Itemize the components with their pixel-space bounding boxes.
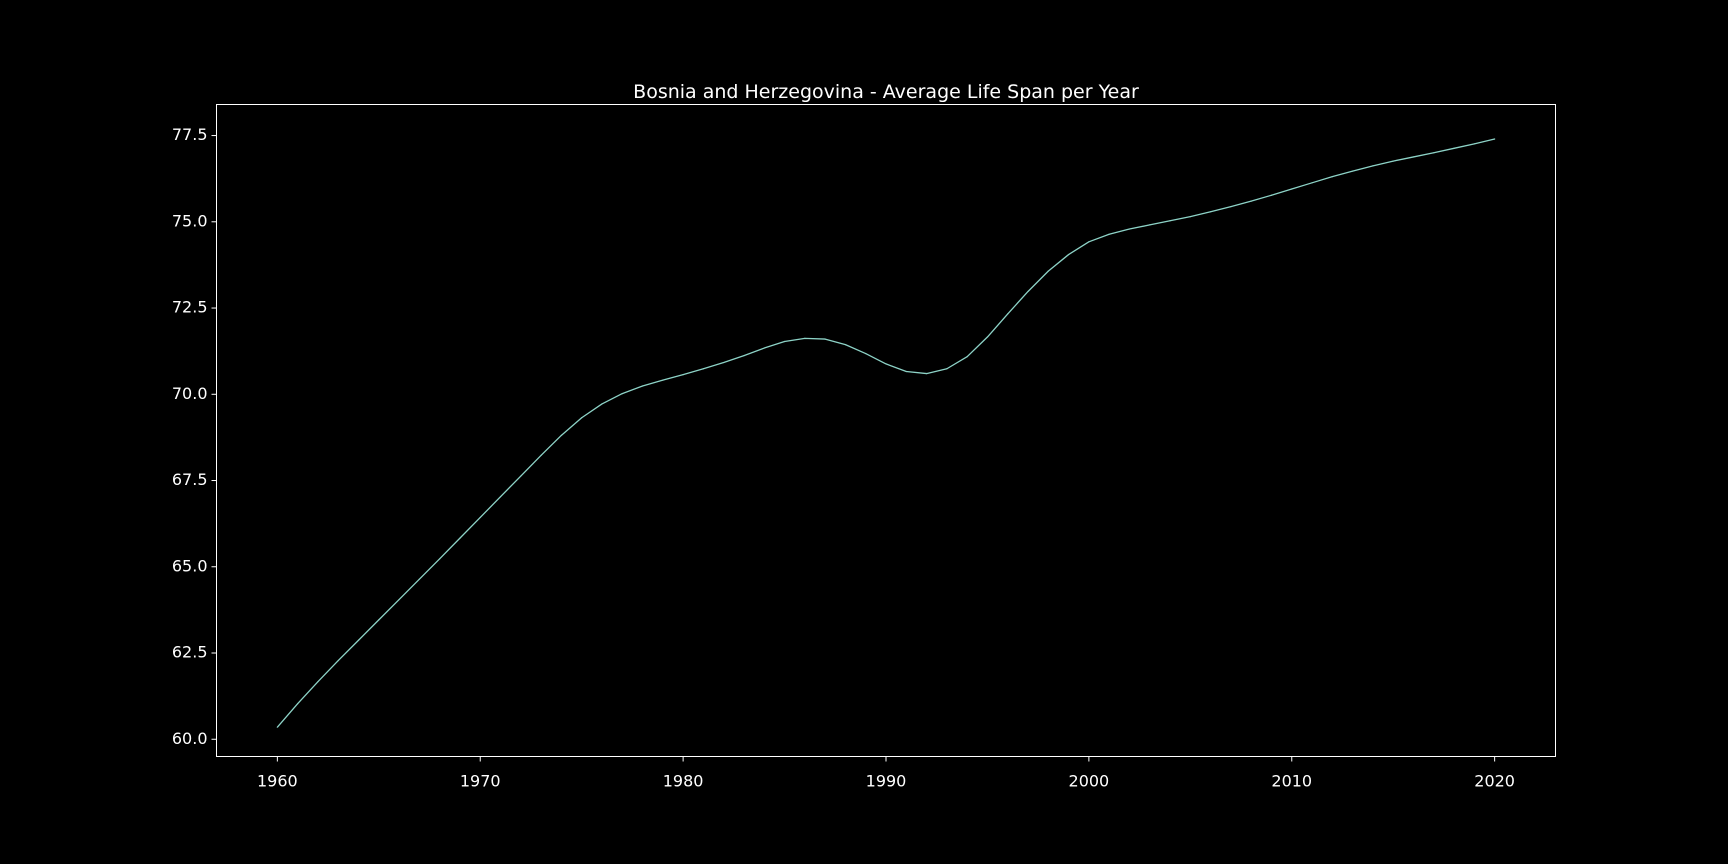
y-tick-label: 77.5 xyxy=(172,125,208,144)
series-point xyxy=(1352,170,1354,172)
series-point xyxy=(723,361,725,364)
series-point xyxy=(885,363,887,365)
series-point xyxy=(378,619,380,621)
series-point xyxy=(783,340,786,343)
series-point xyxy=(743,355,745,357)
series-point xyxy=(1453,147,1455,149)
y-tick-label: 70.0 xyxy=(172,384,208,403)
series-point xyxy=(1027,290,1029,293)
series-point xyxy=(357,639,360,641)
series-point xyxy=(621,392,623,395)
series-point xyxy=(560,434,562,436)
series-point xyxy=(763,347,765,349)
series-point xyxy=(1331,176,1333,178)
series-point xyxy=(1108,233,1110,235)
series-point xyxy=(702,368,705,370)
y-tick-label: 60.0 xyxy=(172,729,208,748)
y-tick-label: 72.5 xyxy=(172,298,208,317)
series-point xyxy=(824,338,826,340)
y-tick-label: 65.0 xyxy=(172,556,208,575)
series-point xyxy=(804,337,806,339)
series-point xyxy=(986,336,989,338)
series-point xyxy=(1291,188,1293,190)
series-point xyxy=(601,403,603,405)
series-point xyxy=(479,516,481,519)
series-point xyxy=(1372,165,1374,167)
series-point xyxy=(1149,224,1151,226)
series-point xyxy=(1250,200,1252,202)
series-point xyxy=(1007,313,1009,315)
series-point xyxy=(1210,211,1212,213)
series-point xyxy=(317,681,319,683)
series-point xyxy=(844,344,847,346)
series-point xyxy=(1067,253,1070,256)
series-point xyxy=(581,417,583,419)
series-point xyxy=(662,379,664,381)
x-tick-label: 1990 xyxy=(866,772,907,791)
series-point xyxy=(1494,138,1496,140)
y-tick-label: 67.5 xyxy=(172,470,208,489)
x-tick-label: 1960 xyxy=(257,772,298,791)
x-tick-label: 1980 xyxy=(663,772,704,791)
series-point xyxy=(925,372,928,375)
series-point xyxy=(1189,216,1191,218)
series-point xyxy=(966,356,968,358)
series-point xyxy=(1473,143,1475,145)
x-axis: 1960 1970 1980 1990 2000 2010 2020 xyxy=(257,756,1515,791)
series-point xyxy=(337,660,339,662)
series-point xyxy=(1433,152,1435,154)
series-point xyxy=(1270,194,1273,196)
series-point xyxy=(459,537,461,539)
series-point xyxy=(1128,228,1131,230)
series-point xyxy=(540,454,542,456)
plot-area xyxy=(276,138,1496,728)
series-point xyxy=(276,726,278,728)
y-tick-label: 75.0 xyxy=(172,211,208,230)
series-point xyxy=(439,558,441,560)
series-point xyxy=(865,352,867,355)
series-point xyxy=(1412,156,1415,158)
series-point xyxy=(1047,270,1049,272)
x-tick-label: 2000 xyxy=(1069,772,1110,791)
x-tick-label: 1970 xyxy=(460,772,501,791)
x-tick-label: 2010 xyxy=(1271,772,1312,791)
series-point xyxy=(641,385,644,387)
series-point xyxy=(297,703,299,705)
y-tick-label: 62.5 xyxy=(172,643,208,662)
series-point xyxy=(1392,160,1394,162)
series-point xyxy=(1088,241,1090,243)
series-point xyxy=(1230,206,1232,208)
series-point xyxy=(398,598,400,601)
series-point xyxy=(905,370,907,373)
series-point xyxy=(520,475,522,477)
series-point xyxy=(1169,220,1171,222)
chart-title: Bosnia and Herzegovina - Average Life Sp… xyxy=(633,81,1139,103)
series-point xyxy=(682,374,684,376)
series-point xyxy=(418,578,420,580)
y-axis: 60.0 62.5 65.0 67.5 70.0 72.5 75.0 77.5 xyxy=(172,125,217,748)
series-point xyxy=(499,496,502,498)
series-point xyxy=(946,368,948,370)
x-tick-label: 2020 xyxy=(1474,772,1515,791)
series-point xyxy=(1311,182,1313,184)
